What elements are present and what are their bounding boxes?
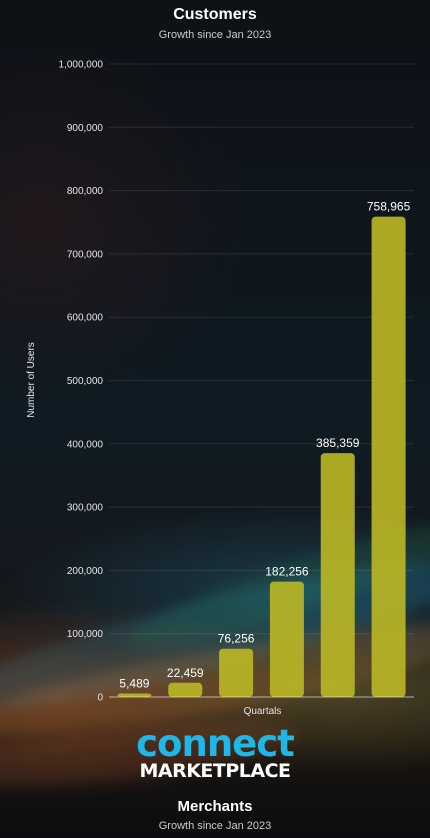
bar-value-label: 22,459: [167, 666, 204, 680]
x-axis-label: Quartals: [244, 706, 282, 717]
bar: [371, 216, 406, 698]
y-tick-label: 600,000: [67, 313, 104, 324]
y-tick-label: 0: [97, 693, 103, 704]
y-tick-label: 100,000: [67, 629, 104, 640]
y-axis-label: Number of Users: [26, 342, 37, 418]
y-tick-label: 300,000: [67, 503, 104, 514]
customers-chart-title: Customers: [173, 6, 257, 23]
logo-marketplace-text: MARKETPLACE: [139, 760, 291, 782]
customers-chart-subtitle: Growth since Jan 2023: [158, 29, 272, 41]
bar-value-label: 182,256: [265, 565, 309, 579]
y-tick-label: 1,000,000: [59, 60, 104, 71]
bar-value-label: 5,489: [119, 677, 149, 691]
bar: [117, 693, 152, 697]
bar-value-label: 385,359: [316, 436, 360, 450]
y-tick-label: 400,000: [67, 439, 104, 450]
bar-value-label: 76,256: [218, 632, 255, 646]
y-tick-label: 900,000: [67, 123, 104, 134]
connect-marketplace-logo: connect MARKETPLACE: [0, 722, 430, 782]
merchants-chart-title: Merchants: [177, 798, 253, 815]
bar: [269, 581, 304, 697]
bar: [219, 648, 254, 697]
logo-connect-text: connect: [136, 722, 295, 765]
y-tick-label: 800,000: [67, 186, 104, 197]
y-tick-label: 200,000: [67, 566, 104, 577]
y-tick-label: 500,000: [67, 376, 104, 387]
bar: [168, 682, 203, 697]
customers-bar-chart: 0 100,000 200,000 300,000 400,000 500,000 600,…: [26, 59, 411, 717]
merchants-chart-subtitle: Growth since Jan 2023: [158, 820, 272, 832]
bar-value-label: 758,965: [367, 200, 411, 214]
bar: [320, 453, 355, 697]
y-tick-label: 700,000: [67, 249, 104, 260]
